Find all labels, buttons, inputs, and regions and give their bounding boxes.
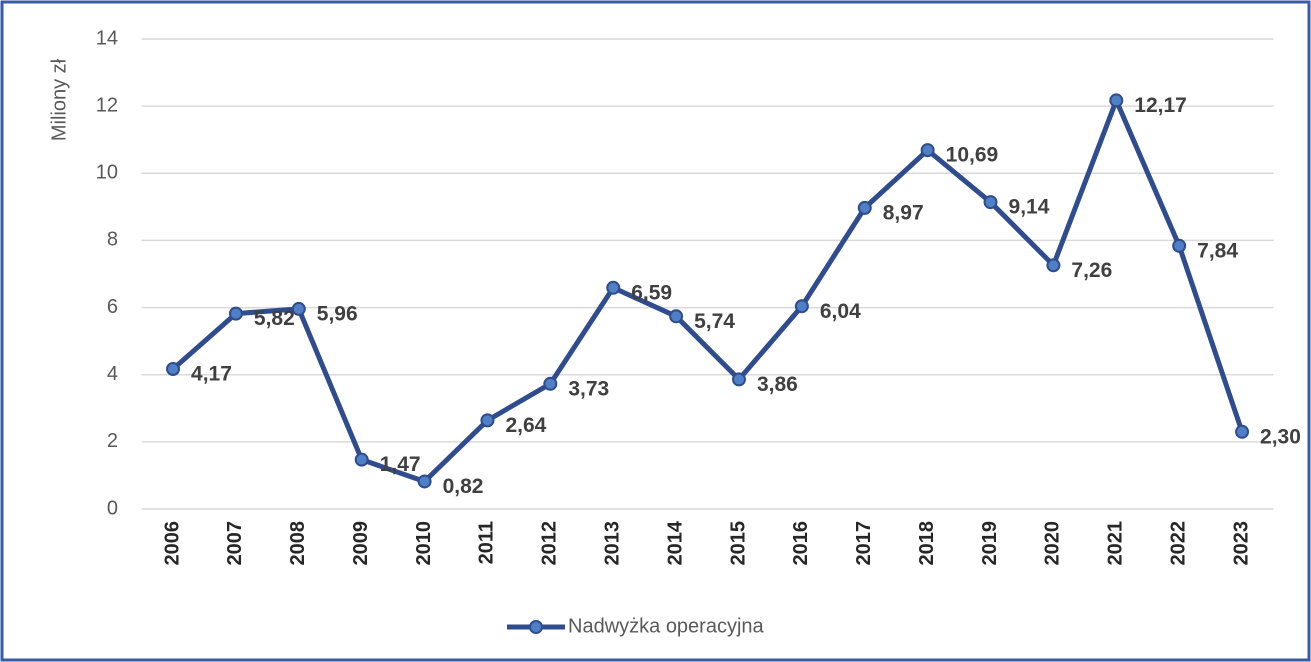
marker — [1046, 258, 1061, 273]
marker — [1235, 424, 1250, 439]
y-tick-label: 0 — [107, 497, 118, 519]
x-tick-label: 2011 — [476, 521, 498, 564]
data-label: 3,86 — [757, 373, 798, 396]
data-label: 9,14 — [1009, 196, 1050, 219]
data-label: 0,82 — [443, 475, 484, 498]
marker — [354, 452, 369, 467]
x-tick-label: 2014 — [664, 520, 686, 565]
data-label: 3,73 — [568, 377, 609, 400]
data-label: 5,82 — [254, 307, 295, 330]
data-label: 2,64 — [505, 414, 546, 437]
x-tick-label: 2010 — [413, 521, 435, 566]
x-tick-label: 2008 — [287, 521, 309, 566]
marker — [543, 376, 558, 391]
legend-marker — [529, 620, 543, 634]
y-tick-label: 6 — [107, 296, 118, 318]
marker — [606, 280, 621, 295]
marker — [228, 306, 243, 321]
data-label: 6,59 — [631, 281, 672, 304]
legend-label: Nadwyżka operacyjna — [568, 615, 765, 637]
x-tick-label: 2022 — [1167, 521, 1189, 566]
x-tick-label: 2018 — [916, 521, 938, 566]
x-tick-label: 2012 — [539, 521, 561, 566]
data-label: 1,47 — [380, 453, 421, 476]
marker — [731, 372, 746, 387]
marker — [794, 299, 809, 314]
marker — [291, 301, 306, 316]
data-label: 12,17 — [1134, 94, 1187, 117]
y-tick-label: 14 — [96, 27, 118, 49]
marker — [1109, 93, 1124, 108]
x-tick-label: 2016 — [790, 521, 812, 566]
data-label: 8,97 — [883, 201, 924, 224]
y-axis-label: Miliony zł — [48, 58, 70, 141]
data-label: 7,84 — [1197, 239, 1238, 262]
data-label: 2,30 — [1260, 425, 1301, 448]
marker — [920, 143, 935, 158]
marker — [1172, 238, 1187, 253]
marker — [983, 195, 998, 210]
y-tick-label: 12 — [96, 94, 118, 116]
marker — [480, 413, 495, 428]
data-label: 5,74 — [694, 310, 735, 333]
x-tick-label: 2006 — [161, 521, 183, 566]
x-tick-label: 2020 — [1042, 521, 1064, 566]
y-tick-label: 8 — [107, 229, 118, 251]
y-tick-label: 10 — [96, 162, 118, 184]
marker — [857, 200, 872, 215]
data-label: 5,96 — [317, 302, 358, 325]
data-label: 4,17 — [191, 363, 232, 386]
data-label: 7,26 — [1071, 259, 1112, 282]
marker — [166, 362, 181, 377]
x-tick-label: 2019 — [979, 521, 1001, 566]
data-label: 10,69 — [946, 144, 999, 167]
y-tick-label: 4 — [107, 363, 118, 385]
marker — [417, 474, 432, 489]
x-tick-label: 2009 — [350, 521, 372, 566]
x-tick-label: 2015 — [727, 521, 749, 566]
x-tick-label: 2007 — [224, 521, 246, 566]
y-tick-label: 2 — [107, 430, 118, 452]
x-tick-label: 2017 — [853, 521, 875, 566]
x-tick-label: 2023 — [1230, 521, 1252, 566]
x-tick-label: 2013 — [602, 521, 624, 566]
marker — [669, 309, 684, 324]
line — [171, 97, 1245, 484]
data-label: 6,04 — [820, 300, 861, 323]
x-tick-label: 2021 — [1105, 521, 1127, 566]
